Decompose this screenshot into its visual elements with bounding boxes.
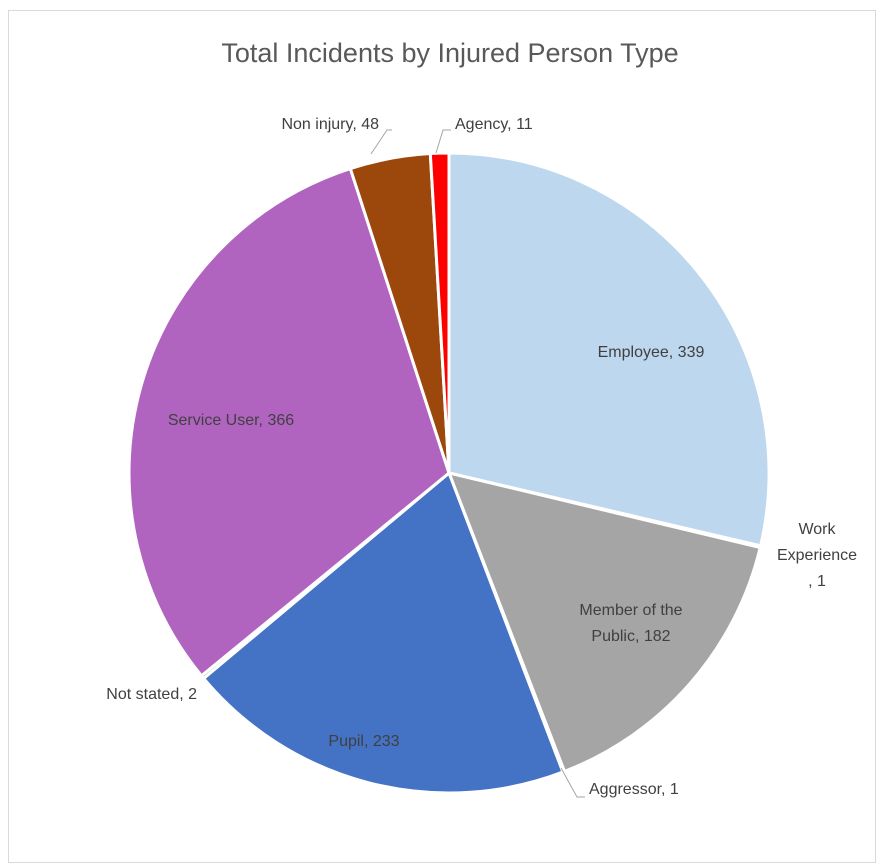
data-label-work-experience: Work Experience, 1	[777, 521, 857, 590]
data-label-aggressor: Aggressor, 1	[589, 781, 679, 798]
data-label-service-user: Service User, 366	[168, 412, 294, 429]
pie-chart: Total Incidents by Injured Person Type E…	[106, 38, 857, 798]
leader-line-non-injury	[370, 129, 392, 155]
data-label-pupil: Pupil, 233	[328, 733, 399, 750]
leader-line-aggressor	[560, 767, 585, 798]
data-labels: Employee, 339 Work Experience, 1 Member of …	[106, 116, 857, 798]
data-label-agency: Agency, 11	[455, 116, 533, 133]
pie-slice-agency	[428, 151, 451, 474]
data-label-not-stated: Not stated, 2	[106, 686, 197, 703]
leader-line-agency	[435, 129, 451, 154]
pie-slice-service-user	[127, 166, 451, 678]
chart-title: Total Incidents by Injured Person Type	[221, 38, 678, 68]
pie-slices	[127, 151, 771, 795]
data-label-employee: Employee, 339	[598, 344, 705, 361]
pie-slice-employee	[447, 151, 771, 548]
pie-slice-member-of-the-public	[446, 470, 763, 774]
data-label-member-of-the-public: Member of the Public, 182	[579, 602, 682, 645]
leader-lines	[370, 129, 585, 798]
chart-frame: Total Incidents by Injured Person Type E…	[8, 10, 876, 863]
data-label-non-injury: Non injury, 48	[281, 116, 379, 133]
pie-slice-pupil	[201, 470, 565, 795]
